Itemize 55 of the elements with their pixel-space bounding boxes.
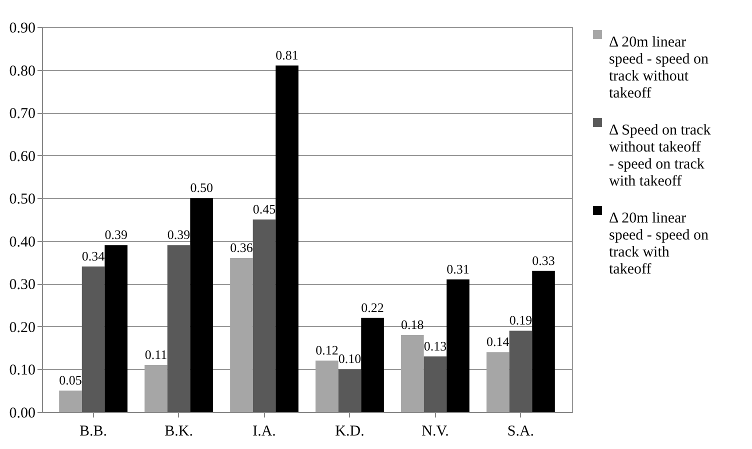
data-label: 0.36: [230, 240, 254, 255]
legend-label: Δ 20m linear speed - speed on track without takeoff: [609, 34, 710, 102]
y-tick-label: 0.80: [9, 63, 36, 80]
data-label: 0.14: [486, 334, 510, 350]
y-tick-label: 0.10: [9, 362, 36, 379]
legend-label: Δ Speed on track without takeoff - speed on track with takeoff: [609, 122, 712, 190]
y-tick-label: 0.20: [9, 320, 36, 336]
x-tick-label: B.K.: [164, 424, 193, 440]
x-tick-label: I.A.: [252, 424, 276, 440]
legend-label: Δ 20m linear speed - speed on track with takeoff: [609, 210, 710, 278]
bar: [167, 245, 190, 412]
data-label: 0.05: [59, 372, 82, 388]
x-tick-label: S.A.: [507, 424, 534, 440]
bar: [486, 352, 510, 412]
y-tick-label: 0.90: [9, 20, 36, 36]
bar: [509, 330, 532, 412]
data-label: 0.81: [276, 48, 298, 62]
bar: [230, 258, 253, 412]
data-label: 0.45: [252, 202, 276, 216]
data-label: 0.18: [401, 317, 424, 332]
x-tick-label: B.B.: [80, 424, 108, 440]
bar: [252, 220, 276, 412]
bar: [276, 66, 298, 412]
y-tick-label: 0.60: [9, 148, 36, 165]
bar: [446, 279, 470, 412]
bar: [59, 390, 82, 412]
data-label: 0.19: [509, 312, 532, 328]
bar: [316, 360, 338, 412]
x-tick-label: N.V.: [422, 424, 449, 440]
bar: [104, 245, 128, 412]
bar: [532, 270, 555, 412]
x-tick-label: K.D.: [335, 424, 364, 440]
data-label: 0.11: [144, 346, 168, 362]
data-label: 0.39: [104, 227, 128, 242]
bar: [190, 198, 213, 412]
y-tick-label: 0.40: [9, 234, 36, 250]
bar: [144, 364, 168, 412]
data-label: 0.50: [190, 180, 213, 196]
bar: [401, 335, 424, 412]
data-label: 0.10: [338, 351, 362, 366]
data-label: 0.12: [316, 342, 338, 358]
y-tick-label: 0.00: [9, 406, 36, 422]
bar: [82, 266, 105, 412]
data-label: 0.33: [532, 252, 555, 268]
bar: [361, 318, 384, 412]
y-tick-label: 0.30: [9, 277, 36, 294]
bar: [424, 356, 447, 412]
data-label: 0.31: [446, 261, 470, 276]
data-label: 0.34: [82, 248, 106, 264]
data-label: 0.13: [424, 338, 447, 354]
data-label: 0.39: [167, 227, 190, 242]
y-tick-label: 0.50: [9, 192, 36, 208]
data-label: 0.22: [361, 300, 384, 315]
y-tick-label: 0.70: [9, 106, 36, 122]
bar: [338, 369, 362, 412]
